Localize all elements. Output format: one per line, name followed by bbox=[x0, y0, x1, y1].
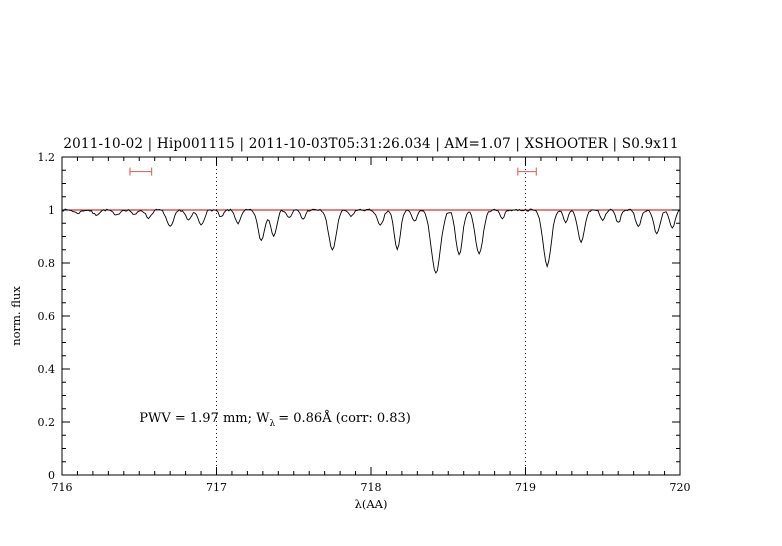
y-axis-label: norm. flux bbox=[9, 286, 23, 346]
y-tick-label: 0.6 bbox=[38, 310, 56, 323]
y-tick-label: 1.2 bbox=[38, 151, 56, 164]
x-tick-label: 719 bbox=[515, 481, 536, 494]
pwv-annotation-part1: PWV = 1.97 mm; W bbox=[139, 411, 270, 426]
y-tick-label: 0.4 bbox=[38, 363, 56, 376]
x-tick-label: 716 bbox=[52, 481, 73, 494]
plot-title: 2011-10-02 | Hip001115 | 2011-10-03T05:3… bbox=[63, 136, 678, 152]
dotted-guide-lines bbox=[216, 157, 526, 475]
x-tick-label: 720 bbox=[670, 481, 691, 494]
axes: 716 717 718 719 720 0 0.2 0.4 0.6 0.8 1 1.2 bbox=[38, 151, 691, 494]
pwv-annotation-part2: = 0.86Å (corr: 0.83) bbox=[278, 410, 411, 426]
y-tick-label: 0.2 bbox=[38, 416, 56, 429]
range-markers bbox=[129, 167, 537, 176]
x-axis-label: λ(AA) bbox=[355, 497, 388, 511]
pwv-annotation-subscript: λ bbox=[270, 419, 276, 429]
y-tick-label: 1 bbox=[48, 204, 55, 217]
y-tick-label: 0 bbox=[48, 469, 55, 482]
spectrum-line bbox=[61, 208, 681, 274]
y-tick-label: 0.8 bbox=[38, 257, 56, 270]
x-tick-label: 718 bbox=[361, 481, 382, 494]
plot-frame bbox=[61, 156, 681, 476]
x-tick-label: 717 bbox=[206, 481, 227, 494]
pwv-annotation: PWV = 1.97 mm; Wλ = 0.86Å (corr: 0.83) bbox=[139, 410, 411, 429]
